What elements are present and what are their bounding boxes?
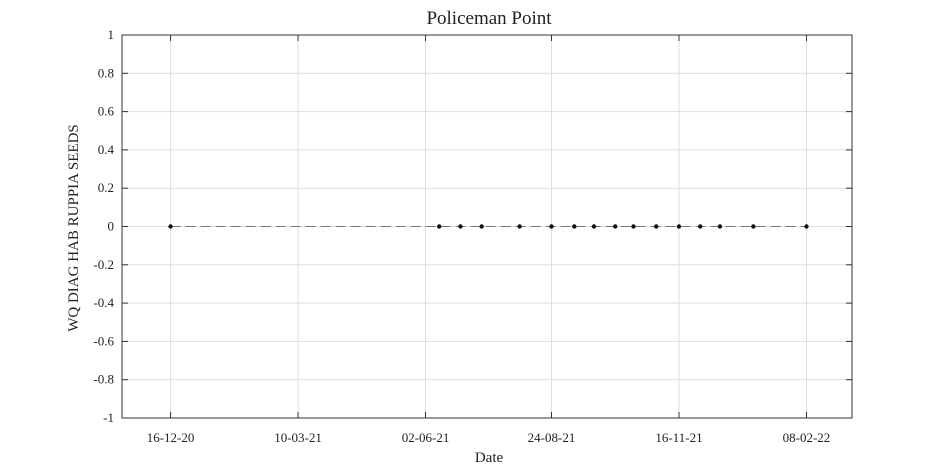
x-tick-label: 02-06-21 <box>402 430 450 445</box>
y-tick-label: 0 <box>108 219 115 234</box>
y-tick-label: 0.6 <box>98 104 115 119</box>
y-tick-label: 1 <box>108 27 115 42</box>
data-point <box>458 224 463 229</box>
data-point <box>717 224 723 229</box>
y-tick-label: -1 <box>103 410 114 425</box>
data-point <box>631 224 636 229</box>
x-tick-label: 16-12-20 <box>147 430 195 445</box>
data-point <box>572 224 577 229</box>
data-point <box>804 224 809 229</box>
data-point <box>676 224 682 229</box>
data-point <box>751 224 756 229</box>
x-tick-label: 16-11-21 <box>655 430 702 445</box>
data-point <box>479 224 484 229</box>
data-point <box>654 224 659 229</box>
series-layer <box>168 224 809 229</box>
x-tick-label: 10-03-21 <box>274 430 322 445</box>
y-axis-label: WQ DIAG HAB RUPPIA SEEDS <box>66 124 82 332</box>
y-tick-label: -0.8 <box>93 372 114 387</box>
y-tick-label: -0.4 <box>93 295 114 310</box>
data-point <box>549 224 554 229</box>
x-axis-label: Date <box>475 450 504 466</box>
data-point <box>613 224 618 229</box>
y-tick-label: 0.8 <box>98 65 114 80</box>
x-tick-label: 24-08-21 <box>528 430 576 445</box>
data-point <box>591 224 597 229</box>
data-point <box>168 224 173 229</box>
data-point <box>517 224 522 229</box>
y-tick-label: 0.4 <box>98 142 115 157</box>
chart-title: Policeman Point <box>426 8 552 29</box>
y-tick-label: -0.6 <box>93 333 114 348</box>
ticks: 16-12-20 10-03-21 02-06-21 24-08-21 16-11-21… <box>93 27 852 445</box>
y-tick-label: -0.2 <box>93 257 114 272</box>
data-point <box>436 224 442 229</box>
data-point <box>698 224 703 229</box>
x-tick-label: 08-02-22 <box>783 430 831 445</box>
y-tick-label: 0.2 <box>98 180 114 195</box>
